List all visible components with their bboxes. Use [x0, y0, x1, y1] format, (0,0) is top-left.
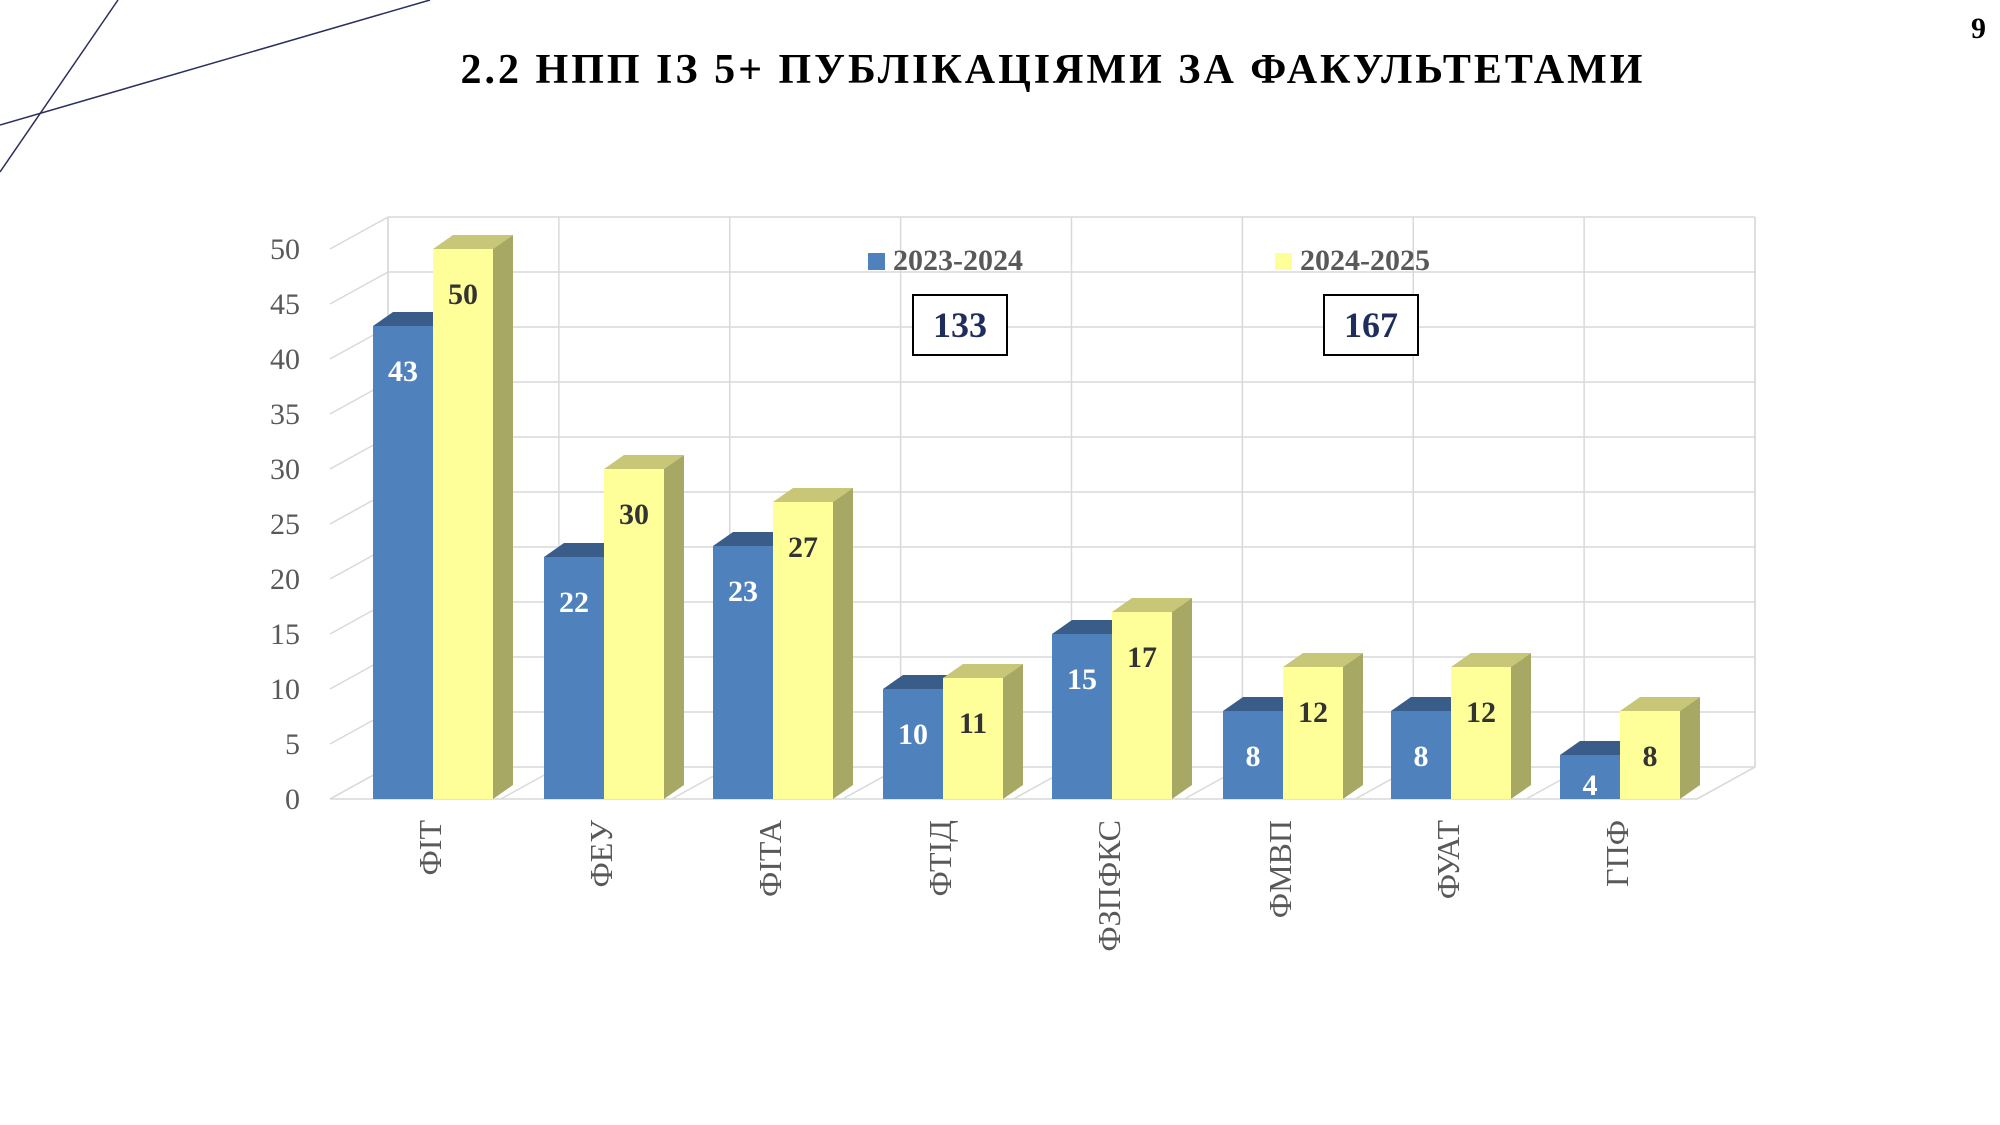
legend-label-2023-2024: 2023-2024 — [893, 244, 1023, 277]
bar-top — [433, 235, 513, 249]
x-tick-label: ФТІД — [922, 820, 958, 897]
total-box-2023-2024: 133 — [912, 294, 1008, 356]
x-tick-label: ФІТ — [412, 820, 448, 876]
bar — [1052, 634, 1112, 799]
y-tick-label: 30 — [270, 453, 300, 486]
bar — [1112, 612, 1172, 799]
bar — [1620, 711, 1680, 799]
bar — [544, 557, 604, 799]
data-label: 17 — [1127, 641, 1157, 674]
bar-top — [943, 664, 1023, 678]
x-tick-label: ФМВП — [1262, 820, 1298, 918]
bar-top — [1620, 697, 1700, 711]
slide-title: 2.2 НПП ІЗ 5+ ПУБЛІКАЦІЯМИ ЗА ФАКУЛЬТЕТА… — [460, 47, 1646, 93]
y-tick-label: 10 — [270, 673, 300, 706]
gridline-side — [329, 216, 389, 250]
data-label: 27 — [788, 531, 818, 564]
bar — [883, 689, 943, 799]
legend-swatch-2023-2024 — [868, 252, 885, 270]
legend-label-2024-2025: 2024-2025 — [1300, 244, 1430, 277]
data-label: 8 — [1643, 740, 1658, 773]
bar-side — [1003, 664, 1023, 799]
y-tick-label: 15 — [270, 618, 300, 651]
data-label: 50 — [448, 278, 478, 311]
page-number: 9 — [1971, 12, 1986, 45]
bar-top — [1283, 653, 1363, 667]
bar-top — [604, 455, 684, 469]
bar — [1451, 667, 1511, 799]
floor-edge — [1696, 766, 1756, 800]
x-tick-label: ГПФ — [1599, 820, 1635, 887]
bar — [1283, 667, 1343, 799]
bar — [773, 502, 833, 799]
bar-side — [493, 235, 513, 799]
data-label: 43 — [388, 355, 418, 388]
bar — [943, 678, 1003, 799]
bar-side — [1680, 697, 1700, 799]
data-label: 10 — [898, 718, 928, 751]
legend-item-2023-2024: 2023-2024 — [868, 244, 1023, 278]
y-tick-label: 0 — [285, 783, 300, 816]
bar-top — [1451, 653, 1531, 667]
data-label: 8 — [1414, 740, 1429, 773]
bar-side — [1511, 653, 1531, 799]
bar — [604, 469, 664, 799]
data-label: 22 — [559, 586, 589, 619]
data-label: 12 — [1466, 696, 1496, 729]
y-tick-label: 25 — [270, 508, 300, 541]
x-tick-label: ФУАТ — [1430, 820, 1466, 900]
data-label: 30 — [619, 498, 649, 531]
gridline-side — [329, 271, 389, 305]
bar-top — [773, 488, 853, 502]
x-tick-label: ФЗПФКС — [1091, 820, 1127, 952]
total-box-2024-2025: 167 — [1323, 294, 1419, 356]
bar-side — [1343, 653, 1363, 799]
bar — [713, 546, 773, 799]
y-tick-label: 50 — [270, 233, 300, 266]
y-tick-label: 20 — [270, 563, 300, 596]
x-tick-label: ФЕУ — [583, 820, 619, 888]
x-tick-label: ФІТА — [752, 820, 788, 897]
bar-side — [664, 455, 684, 799]
bar-side — [833, 488, 853, 799]
data-label: 11 — [959, 707, 987, 740]
data-label: 8 — [1246, 740, 1261, 773]
y-tick-label: 5 — [285, 728, 300, 761]
bar — [1391, 711, 1451, 799]
data-label: 23 — [728, 575, 758, 608]
y-tick-label: 45 — [270, 288, 300, 321]
data-label: 15 — [1067, 663, 1097, 696]
data-label: 4 — [1583, 769, 1598, 802]
bar-side — [1172, 598, 1192, 799]
y-tick-label: 35 — [270, 398, 300, 431]
data-label: 12 — [1298, 696, 1328, 729]
legend-item-2024-2025: 2024-2025 — [1275, 244, 1430, 278]
bar — [433, 249, 493, 799]
bar — [1560, 755, 1620, 799]
bar — [373, 326, 433, 799]
bar — [1223, 711, 1283, 799]
y-tick-label: 40 — [270, 343, 300, 376]
bar-top — [1112, 598, 1192, 612]
legend-swatch-2024-2025 — [1275, 252, 1292, 270]
